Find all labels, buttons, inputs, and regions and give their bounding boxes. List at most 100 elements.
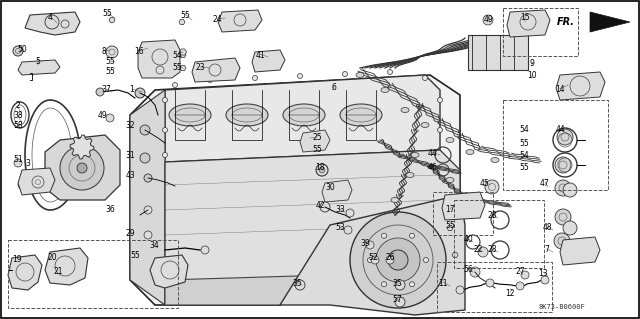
Circle shape <box>106 46 118 58</box>
Text: 56: 56 <box>463 265 473 275</box>
Polygon shape <box>130 75 460 305</box>
Circle shape <box>555 157 571 173</box>
Polygon shape <box>218 10 262 32</box>
Circle shape <box>163 128 168 132</box>
Circle shape <box>555 180 571 196</box>
Circle shape <box>96 88 104 96</box>
Text: 50: 50 <box>17 46 27 55</box>
Polygon shape <box>252 50 285 72</box>
Bar <box>437 262 552 312</box>
Circle shape <box>253 76 257 80</box>
Text: 55: 55 <box>102 10 112 19</box>
Circle shape <box>320 202 330 212</box>
Text: 55: 55 <box>130 250 140 259</box>
Polygon shape <box>560 237 600 265</box>
Text: 51: 51 <box>13 155 23 165</box>
Text: 32: 32 <box>125 121 135 130</box>
Polygon shape <box>442 192 485 220</box>
Text: 23: 23 <box>195 63 205 72</box>
Circle shape <box>344 226 352 234</box>
Circle shape <box>135 88 145 98</box>
Circle shape <box>485 180 499 194</box>
Circle shape <box>388 250 408 270</box>
Polygon shape <box>109 18 115 23</box>
Text: 35: 35 <box>392 278 402 287</box>
Text: 1: 1 <box>130 85 134 94</box>
Circle shape <box>144 231 152 239</box>
Circle shape <box>342 71 348 77</box>
Text: 31: 31 <box>125 151 135 160</box>
Text: 11: 11 <box>438 278 448 287</box>
Polygon shape <box>138 40 180 78</box>
Circle shape <box>563 183 577 197</box>
Polygon shape <box>18 168 55 195</box>
Circle shape <box>376 238 420 282</box>
Text: 41: 41 <box>255 50 265 60</box>
Circle shape <box>140 125 150 135</box>
Circle shape <box>395 297 405 307</box>
Bar <box>503 8 578 56</box>
Text: 2: 2 <box>15 100 20 109</box>
Polygon shape <box>447 226 453 231</box>
Circle shape <box>563 221 577 235</box>
Circle shape <box>60 146 104 190</box>
Text: 54: 54 <box>519 151 529 160</box>
Text: 13: 13 <box>538 269 548 278</box>
Ellipse shape <box>466 150 474 154</box>
Text: 55: 55 <box>445 220 455 229</box>
Text: 15: 15 <box>520 12 530 21</box>
Polygon shape <box>8 255 42 290</box>
Text: 49: 49 <box>97 110 107 120</box>
Circle shape <box>483 15 493 25</box>
Text: 37: 37 <box>101 85 111 94</box>
Circle shape <box>381 233 387 238</box>
Circle shape <box>18 181 26 189</box>
Text: 36: 36 <box>105 205 115 214</box>
Text: 20: 20 <box>47 254 57 263</box>
Polygon shape <box>280 195 465 315</box>
Ellipse shape <box>356 72 364 78</box>
Text: 6: 6 <box>332 84 337 93</box>
Polygon shape <box>590 12 630 32</box>
Circle shape <box>261 52 273 64</box>
Text: 57: 57 <box>392 295 402 305</box>
Text: 47: 47 <box>540 179 550 188</box>
Circle shape <box>438 98 442 102</box>
Circle shape <box>319 167 325 173</box>
Bar <box>454 200 544 268</box>
Text: 34: 34 <box>149 241 159 249</box>
Text: 16: 16 <box>134 48 144 56</box>
Bar <box>468 35 528 70</box>
Text: 45: 45 <box>480 179 490 188</box>
Text: 30: 30 <box>325 183 335 192</box>
Text: 52: 52 <box>368 253 378 262</box>
Circle shape <box>140 153 150 163</box>
Polygon shape <box>315 145 321 151</box>
Text: 14: 14 <box>555 85 565 94</box>
Ellipse shape <box>406 173 414 177</box>
Text: 54: 54 <box>519 125 529 135</box>
Circle shape <box>386 256 394 264</box>
Circle shape <box>381 282 387 287</box>
Polygon shape <box>180 52 186 58</box>
Ellipse shape <box>411 152 419 158</box>
Text: 3: 3 <box>26 159 31 167</box>
Polygon shape <box>45 248 88 285</box>
Ellipse shape <box>446 137 454 143</box>
Text: 27: 27 <box>515 268 525 277</box>
Polygon shape <box>70 135 94 159</box>
Circle shape <box>486 279 494 287</box>
Polygon shape <box>165 75 440 162</box>
Circle shape <box>350 212 446 308</box>
Circle shape <box>438 128 442 132</box>
Ellipse shape <box>391 197 399 203</box>
Text: 18: 18 <box>316 164 324 173</box>
Text: 28: 28 <box>487 211 497 219</box>
Circle shape <box>516 282 524 290</box>
Polygon shape <box>18 60 60 75</box>
Text: 12: 12 <box>505 288 515 298</box>
Ellipse shape <box>446 177 454 182</box>
Ellipse shape <box>471 192 479 197</box>
Text: 7: 7 <box>545 246 549 255</box>
Text: 55: 55 <box>519 164 529 173</box>
